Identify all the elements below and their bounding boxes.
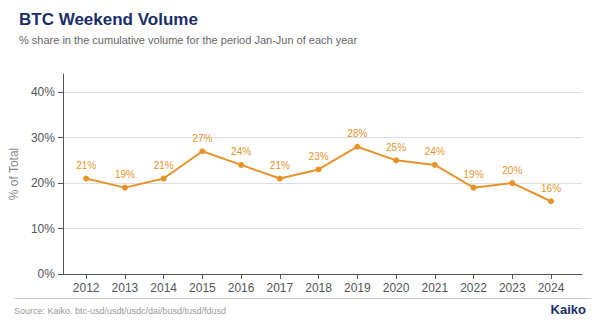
- svg-text:21%: 21%: [270, 160, 290, 171]
- svg-text:20%: 20%: [502, 165, 522, 176]
- svg-text:23%: 23%: [309, 151, 329, 162]
- svg-text:30%: 30%: [31, 131, 55, 145]
- svg-text:2012: 2012: [73, 281, 100, 295]
- svg-text:2022: 2022: [460, 281, 487, 295]
- svg-text:2017: 2017: [266, 281, 293, 295]
- svg-text:2019: 2019: [344, 281, 371, 295]
- svg-text:20%: 20%: [31, 176, 55, 190]
- svg-text:25%: 25%: [386, 142, 406, 153]
- svg-text:0%: 0%: [38, 267, 56, 281]
- svg-text:% of Total: % of Total: [7, 148, 21, 200]
- svg-text:28%: 28%: [347, 128, 367, 139]
- svg-text:19%: 19%: [115, 169, 135, 180]
- svg-text:Kaiko: Kaiko: [551, 302, 586, 317]
- svg-text:2016: 2016: [228, 281, 255, 295]
- svg-text:% share in the cumulative volu: % share in the cumulative volume for the…: [19, 34, 357, 46]
- svg-text:24%: 24%: [231, 146, 251, 157]
- svg-text:16%: 16%: [541, 183, 561, 194]
- svg-text:Source: Kaiko. btc-usd/usdt/us: Source: Kaiko. btc-usd/usdt/usdc/dai/bus…: [14, 306, 226, 316]
- svg-text:2013: 2013: [112, 281, 139, 295]
- svg-text:40%: 40%: [31, 85, 55, 99]
- svg-text:19%: 19%: [464, 169, 484, 180]
- svg-text:2015: 2015: [189, 281, 216, 295]
- svg-text:24%: 24%: [425, 146, 445, 157]
- svg-text:2018: 2018: [305, 281, 332, 295]
- svg-text:2023: 2023: [499, 281, 526, 295]
- svg-text:21%: 21%: [154, 160, 174, 171]
- svg-text:21%: 21%: [76, 160, 96, 171]
- svg-text:2021: 2021: [421, 281, 448, 295]
- svg-text:2020: 2020: [383, 281, 410, 295]
- svg-text:2024: 2024: [538, 281, 565, 295]
- svg-text:BTC Weekend Volume: BTC Weekend Volume: [19, 10, 198, 29]
- svg-text:27%: 27%: [192, 133, 212, 144]
- svg-text:10%: 10%: [31, 222, 55, 236]
- svg-text:2014: 2014: [150, 281, 177, 295]
